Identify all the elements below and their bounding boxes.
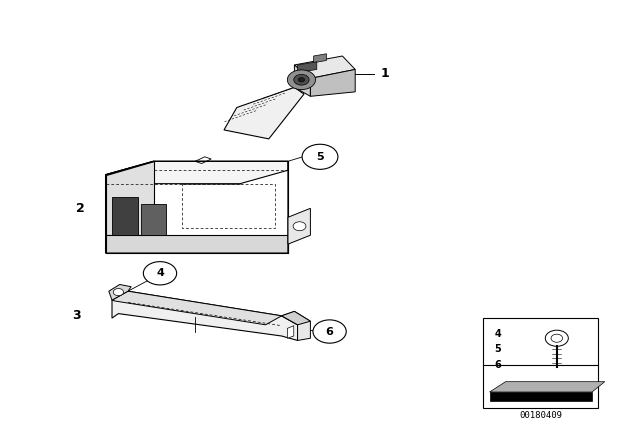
Circle shape [302,144,338,169]
Text: 4: 4 [156,268,164,278]
Polygon shape [294,65,310,96]
Polygon shape [106,161,154,235]
Polygon shape [298,62,317,73]
Polygon shape [106,161,288,184]
Circle shape [313,320,346,343]
Circle shape [293,222,306,231]
Polygon shape [490,392,592,401]
Circle shape [143,262,177,285]
Text: 5: 5 [316,152,324,162]
Polygon shape [112,291,298,340]
Polygon shape [294,56,355,78]
Circle shape [298,78,305,82]
Text: 4: 4 [495,329,502,339]
Polygon shape [287,326,294,338]
Polygon shape [141,204,166,235]
Polygon shape [282,311,310,325]
Text: 1: 1 [381,67,390,81]
Polygon shape [282,311,310,340]
Circle shape [113,289,124,296]
Text: 3: 3 [72,309,81,323]
Text: 2: 2 [76,202,84,215]
Circle shape [545,330,568,346]
Polygon shape [112,197,138,235]
Polygon shape [314,54,326,63]
Polygon shape [490,382,605,392]
Polygon shape [224,87,304,139]
Polygon shape [288,208,310,244]
FancyBboxPatch shape [483,318,598,408]
Circle shape [294,74,309,85]
Polygon shape [106,235,288,253]
Polygon shape [109,284,131,300]
Text: 5: 5 [495,345,502,354]
Text: 6: 6 [326,327,333,336]
Polygon shape [310,69,355,96]
Text: 6: 6 [495,360,502,370]
Text: 00180409: 00180409 [519,411,563,420]
Polygon shape [112,291,282,325]
Circle shape [287,70,316,90]
